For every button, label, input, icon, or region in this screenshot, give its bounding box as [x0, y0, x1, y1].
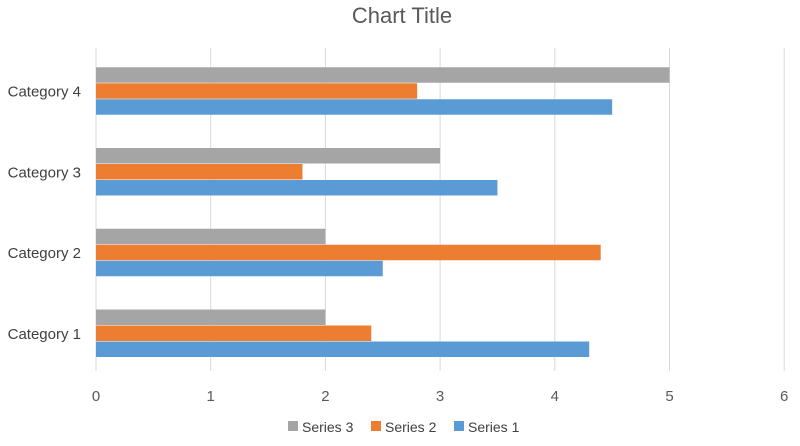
y-category-label: Category 1 — [8, 326, 81, 343]
legend-swatch — [288, 421, 298, 431]
legend: Series 3 Series 2 Series 1 — [288, 419, 520, 435]
x-tick-label: 1 — [207, 388, 215, 405]
x-tick-label: 4 — [551, 388, 559, 405]
y-axis-category-labels: Category 1 Category 2 Category 3 Category 4 — [8, 84, 81, 343]
bar-series-3-category-2 — [96, 228, 326, 245]
x-tick-label: 2 — [321, 388, 329, 405]
y-category-label: Category 3 — [8, 164, 81, 181]
bar-series-2-category-3 — [96, 164, 303, 180]
bar-series-2-category-4 — [96, 83, 418, 99]
bar-series-1-category-3 — [96, 180, 498, 196]
x-tick-label: 0 — [92, 388, 100, 405]
x-axis-tick-labels: 0 1 2 3 4 5 6 — [92, 388, 789, 405]
bar-series-3-category-1 — [96, 309, 326, 325]
x-tick-label: 3 — [436, 388, 444, 405]
legend-label: Series 2 — [385, 419, 437, 435]
legend-label: Series 1 — [468, 419, 520, 435]
bar-series-3-category-4 — [96, 67, 670, 83]
bar-series-2-category-1 — [96, 325, 372, 341]
legend-label: Series 3 — [302, 419, 354, 435]
legend-swatch — [454, 421, 464, 431]
x-tick-label: 6 — [780, 388, 788, 405]
bars — [96, 67, 670, 357]
bar-series-1-category-4 — [96, 99, 613, 115]
bar-series-3-category-3 — [96, 148, 441, 164]
x-tick-label: 5 — [665, 388, 673, 405]
y-category-label: Category 4 — [8, 84, 81, 101]
chart-title: Chart Title — [352, 3, 452, 28]
bar-series-2-category-2 — [96, 244, 601, 261]
legend-swatch — [371, 421, 381, 431]
bar-series-1-category-2 — [96, 260, 383, 277]
bar-series-1-category-1 — [96, 341, 590, 357]
y-category-label: Category 2 — [8, 245, 81, 262]
